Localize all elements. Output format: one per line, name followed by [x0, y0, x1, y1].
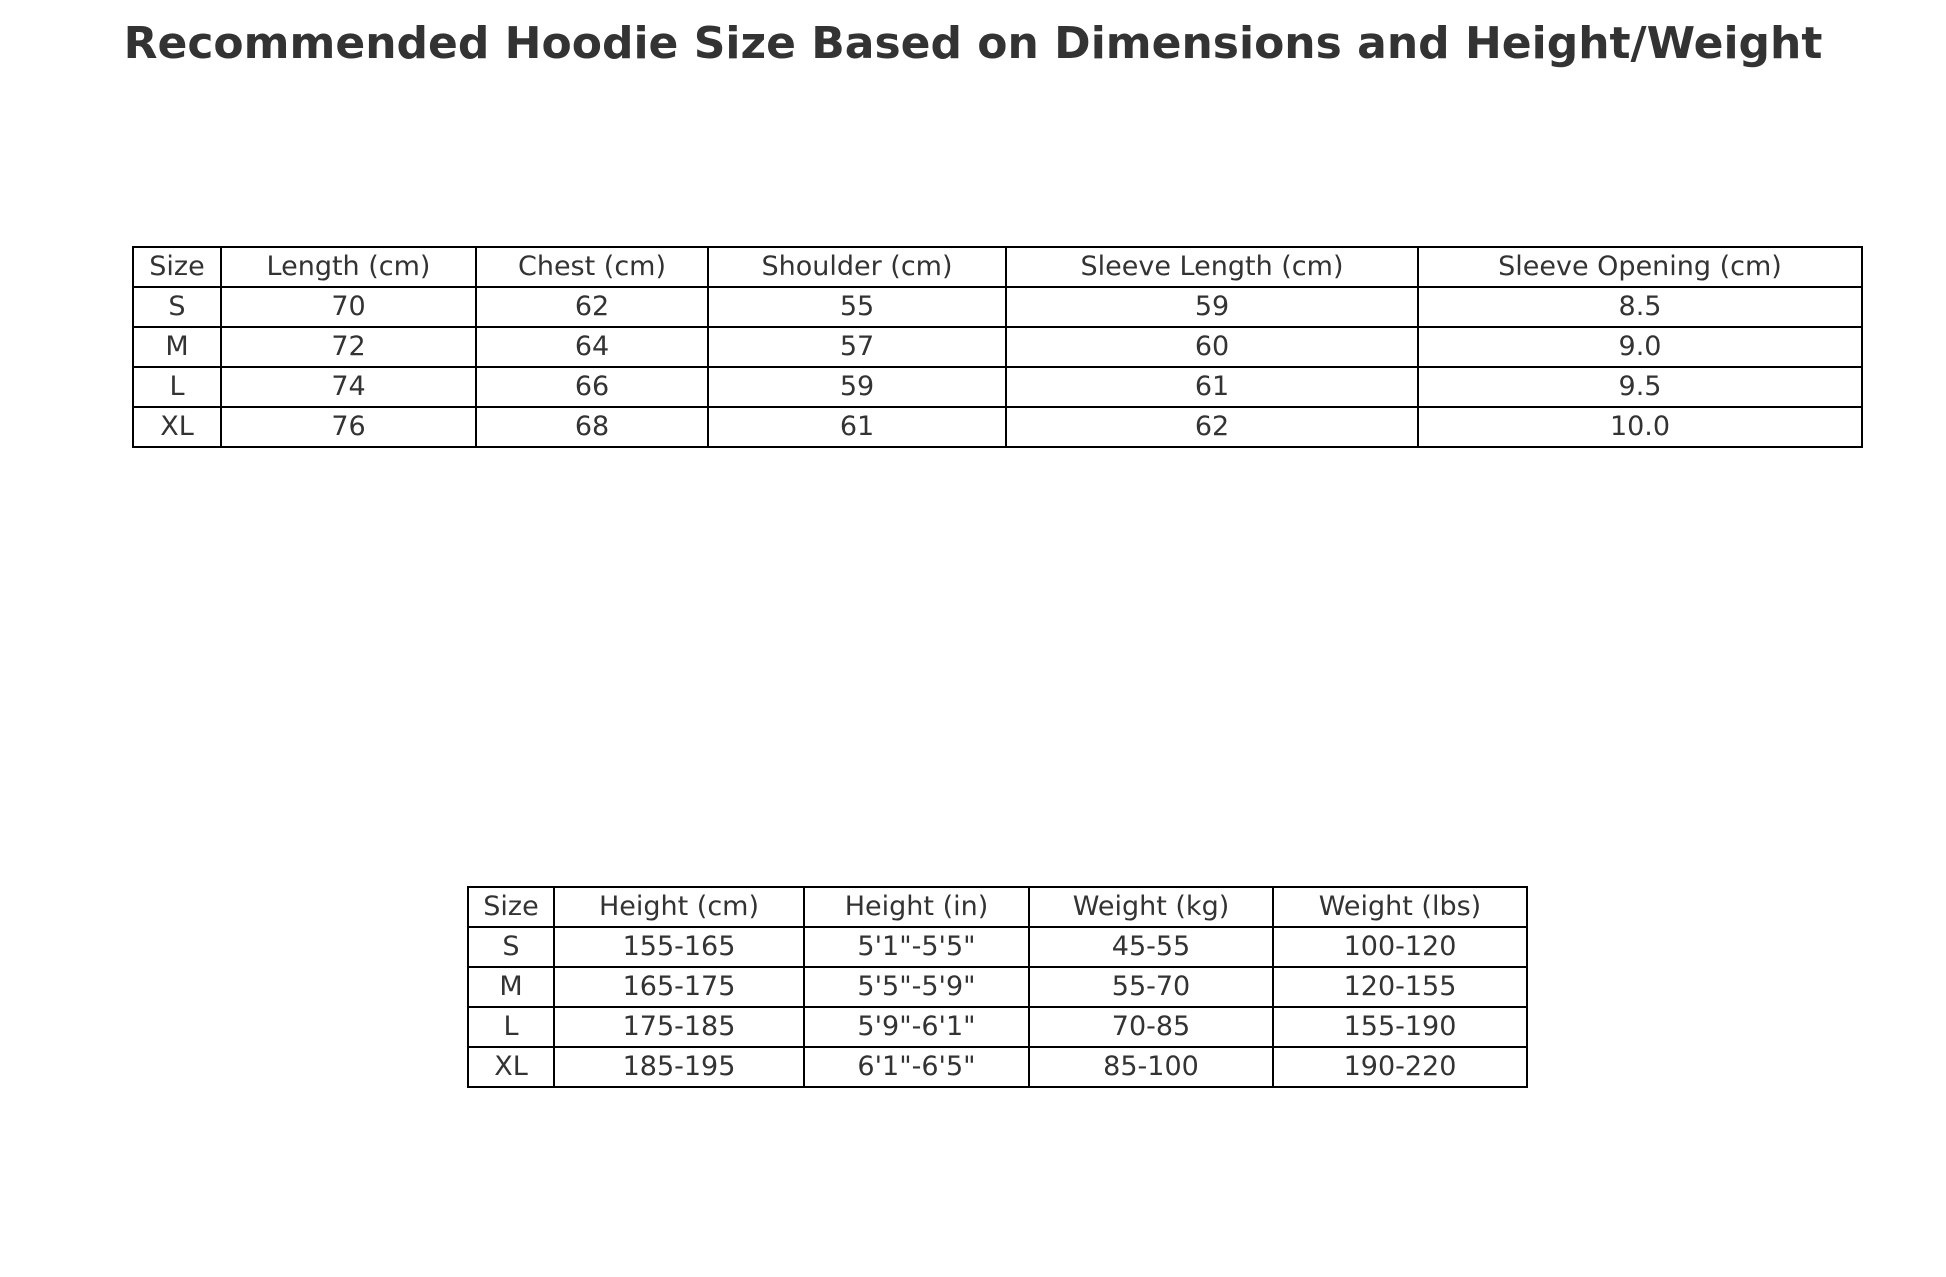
table-cell: 120-155	[1272, 966, 1528, 1008]
table-cell: 100-120	[1272, 926, 1528, 968]
column-header: Size	[132, 246, 222, 288]
table-cell: M	[132, 326, 222, 368]
table-cell: 61	[707, 406, 1007, 448]
table-cell: 5'9"-6'1"	[803, 1006, 1030, 1048]
column-header: Sleeve Length (cm)	[1005, 246, 1419, 288]
table-cell: 66	[475, 366, 709, 408]
table-cell: 72	[220, 326, 477, 368]
table-cell: 74	[220, 366, 477, 408]
table-row: S 155-165 5'1"-5'5" 45-55 100-120	[467, 926, 1528, 968]
table-cell: 165-175	[553, 966, 805, 1008]
column-header: Size	[467, 886, 555, 928]
table-cell: 45-55	[1028, 926, 1274, 968]
column-header: Height (cm)	[553, 886, 805, 928]
table-row: M 165-175 5'5"-5'9" 55-70 120-155	[467, 966, 1528, 1008]
table-cell: 6'1"-6'5"	[803, 1046, 1030, 1088]
dimensions-table: Size Length (cm) Chest (cm) Shoulder (cm) Sl…	[132, 246, 1863, 448]
table-cell: 57	[707, 326, 1007, 368]
column-header: Weight (lbs)	[1272, 886, 1528, 928]
table-cell: L	[467, 1006, 555, 1048]
table-cell: 10.0	[1417, 406, 1863, 448]
column-header: Length (cm)	[220, 246, 477, 288]
table-cell: 70-85	[1028, 1006, 1274, 1048]
table-cell: S	[467, 926, 555, 968]
table-cell: XL	[132, 406, 222, 448]
table-cell: 155-165	[553, 926, 805, 968]
table-cell: 60	[1005, 326, 1419, 368]
table-cell: 59	[707, 366, 1007, 408]
header-row: Size Length (cm) Chest (cm) Shoulder (cm) Sl…	[132, 246, 1863, 288]
column-header: Sleeve Opening (cm)	[1417, 246, 1863, 288]
column-header: Weight (kg)	[1028, 886, 1274, 928]
table-cell: 59	[1005, 286, 1419, 328]
table-cell: 5'5"-5'9"	[803, 966, 1030, 1008]
table-row: XL 76 68 61 62 10.0	[132, 406, 1863, 448]
table-cell: 61	[1005, 366, 1419, 408]
table-cell: M	[467, 966, 555, 1008]
table-row: S 70 62 55 59 8.5	[132, 286, 1863, 328]
column-header: Shoulder (cm)	[707, 246, 1007, 288]
table-cell: 64	[475, 326, 709, 368]
column-header: Height (in)	[803, 886, 1030, 928]
table-cell: 68	[475, 406, 709, 448]
table-cell: 62	[1005, 406, 1419, 448]
table-cell: 8.5	[1417, 286, 1863, 328]
table-cell: 70	[220, 286, 477, 328]
table-cell: 76	[220, 406, 477, 448]
table-cell: S	[132, 286, 222, 328]
table-cell: 9.0	[1417, 326, 1863, 368]
table-cell: 55	[707, 286, 1007, 328]
table-cell: XL	[467, 1046, 555, 1088]
table-cell: 5'1"-5'5"	[803, 926, 1030, 968]
table-cell: 9.5	[1417, 366, 1863, 408]
table-cell: 55-70	[1028, 966, 1274, 1008]
table-cell: 62	[475, 286, 709, 328]
chart-title: Recommended Hoodie Size Based on Dimensi…	[123, 18, 1823, 69]
table-cell: 155-190	[1272, 1006, 1528, 1048]
table-cell: 85-100	[1028, 1046, 1274, 1088]
table-cell: 175-185	[553, 1006, 805, 1048]
table-row: XL 185-195 6'1"-6'5" 85-100 190-220	[467, 1046, 1528, 1088]
table-row: M 72 64 57 60 9.0	[132, 326, 1863, 368]
table-cell: L	[132, 366, 222, 408]
column-header: Chest (cm)	[475, 246, 709, 288]
table-cell: 185-195	[553, 1046, 805, 1088]
header-row: Size Height (cm) Height (in) Weight (kg) Wei…	[467, 886, 1528, 928]
height-weight-table: Size Height (cm) Height (in) Weight (kg) Wei…	[467, 886, 1528, 1088]
table-row: L 74 66 59 61 9.5	[132, 366, 1863, 408]
table-row: L 175-185 5'9"-6'1" 70-85 155-190	[467, 1006, 1528, 1048]
table-cell: 190-220	[1272, 1046, 1528, 1088]
